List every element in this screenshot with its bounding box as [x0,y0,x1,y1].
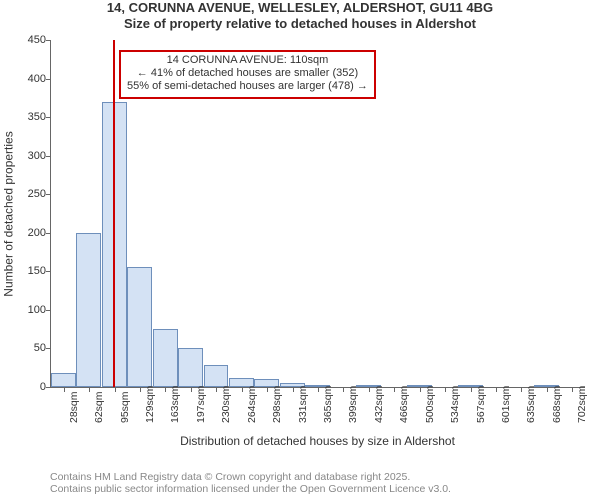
y-tick-mark [46,40,51,41]
x-axis-label: Distribution of detached houses by size … [50,434,585,448]
x-tick-mark [318,387,319,392]
y-tick-mark [46,310,51,311]
y-tick-mark [46,271,51,272]
x-tick-label: 230sqm [220,386,232,423]
x-tick-label: 129sqm [144,386,156,423]
y-tick-mark [46,233,51,234]
title-sub: Size of property relative to detached ho… [0,16,600,31]
annotation-line: 14 CORUNNA AVENUE: 110sqm [127,54,368,67]
annotation-line: ← 41% of detached houses are smaller (35… [127,67,368,80]
y-tick-label: 200 [20,227,46,239]
y-axis-label-text: Number of detached properties [2,131,16,296]
histogram-bar [76,233,101,387]
x-tick-label: 163sqm [169,386,181,423]
histogram-bar [51,373,76,387]
y-tick-label: 0 [20,381,46,393]
x-tick-mark [191,387,192,392]
x-tick-label: 298sqm [271,386,283,423]
histogram-bar [178,348,203,387]
attribution: Contains HM Land Registry data © Crown c… [50,471,451,496]
y-tick-label: 300 [20,150,46,162]
y-tick-label: 150 [20,265,46,277]
y-tick-mark [46,387,51,388]
y-tick-mark [46,117,51,118]
x-tick-mark [445,387,446,392]
y-tick-label: 350 [20,111,46,123]
y-tick-label: 400 [20,73,46,85]
x-tick-label: 95sqm [119,391,131,423]
x-tick-label: 635sqm [525,386,537,423]
histogram-bar [127,267,152,387]
y-tick-mark [46,194,51,195]
x-tick-label: 567sqm [475,386,487,423]
x-tick-label: 534sqm [449,386,461,423]
x-tick-label: 264sqm [246,386,258,423]
x-tick-mark [115,387,116,392]
x-tick-mark [293,387,294,392]
x-tick-label: 432sqm [373,386,385,423]
y-tick-mark [46,348,51,349]
x-tick-mark [471,387,472,392]
x-tick-label: 365sqm [322,386,334,423]
x-tick-label: 668sqm [551,386,563,423]
x-tick-mark [165,387,166,392]
x-tick-mark [89,387,90,392]
x-tick-mark [521,387,522,392]
histogram-bar [204,365,229,387]
x-tick-label: 702sqm [576,386,588,423]
x-tick-mark [343,387,344,392]
y-axis-label: Number of detached properties [0,40,18,388]
x-tick-mark [572,387,573,392]
y-tick-label: 250 [20,188,46,200]
x-tick-mark [216,387,217,392]
x-tick-label: 601sqm [500,386,512,423]
title-main: 14, CORUNNA AVENUE, WELLESLEY, ALDERSHOT… [0,0,600,15]
x-tick-label: 399sqm [347,386,359,423]
chart-container: Number of detached properties 28sqm62sqm… [0,34,600,444]
x-tick-label: 331sqm [297,386,309,423]
y-tick-mark [46,156,51,157]
chart-titles: 14, CORUNNA AVENUE, WELLESLEY, ALDERSHOT… [0,0,600,31]
plot-area: 28sqm62sqm95sqm129sqm163sqm197sqm230sqm2… [50,40,585,388]
histogram-bar [153,329,178,387]
annotation-box: 14 CORUNNA AVENUE: 110sqm← 41% of detach… [119,50,376,99]
y-tick-label: 450 [20,34,46,46]
attribution-line2: Contains public sector information licen… [50,483,451,496]
annotation-line: 55% of semi-detached houses are larger (… [127,80,368,93]
x-tick-mark [369,387,370,392]
attribution-line1: Contains HM Land Registry data © Crown c… [50,471,451,484]
x-tick-label: 500sqm [424,386,436,423]
x-tick-label: 466sqm [398,386,410,423]
x-tick-label: 62sqm [93,391,105,423]
x-tick-label: 28sqm [68,391,80,423]
x-tick-mark [140,387,141,392]
x-tick-mark [64,387,65,392]
x-tick-mark [267,387,268,392]
x-tick-label: 197sqm [195,386,207,423]
y-tick-mark [46,79,51,80]
y-tick-label: 100 [20,304,46,316]
reference-line [113,40,115,387]
y-tick-label: 50 [20,342,46,354]
x-tick-mark [394,387,395,392]
x-tick-mark [420,387,421,392]
x-tick-mark [496,387,497,392]
x-tick-mark [242,387,243,392]
x-tick-mark [547,387,548,392]
